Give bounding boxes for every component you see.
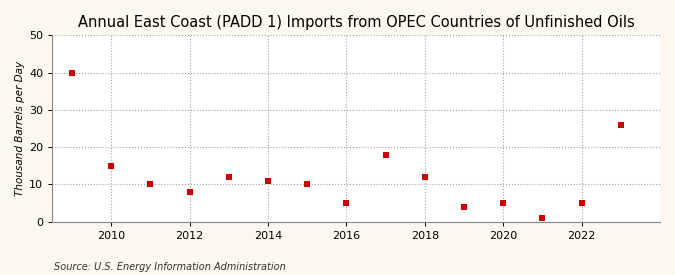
- Point: [223, 175, 234, 179]
- Point: [341, 201, 352, 205]
- Point: [302, 182, 313, 187]
- Point: [458, 205, 469, 209]
- Point: [263, 178, 273, 183]
- Point: [184, 190, 195, 194]
- Point: [616, 123, 626, 127]
- Point: [106, 164, 117, 168]
- Point: [67, 70, 78, 75]
- Y-axis label: Thousand Barrels per Day: Thousand Barrels per Day: [15, 61, 25, 196]
- Point: [497, 201, 508, 205]
- Point: [380, 152, 391, 157]
- Point: [419, 175, 430, 179]
- Point: [537, 216, 548, 220]
- Title: Annual East Coast (PADD 1) Imports from OPEC Countries of Unfinished Oils: Annual East Coast (PADD 1) Imports from …: [78, 15, 634, 30]
- Point: [576, 201, 587, 205]
- Text: Source: U.S. Energy Information Administration: Source: U.S. Energy Information Administ…: [54, 262, 286, 272]
- Point: [145, 182, 156, 187]
